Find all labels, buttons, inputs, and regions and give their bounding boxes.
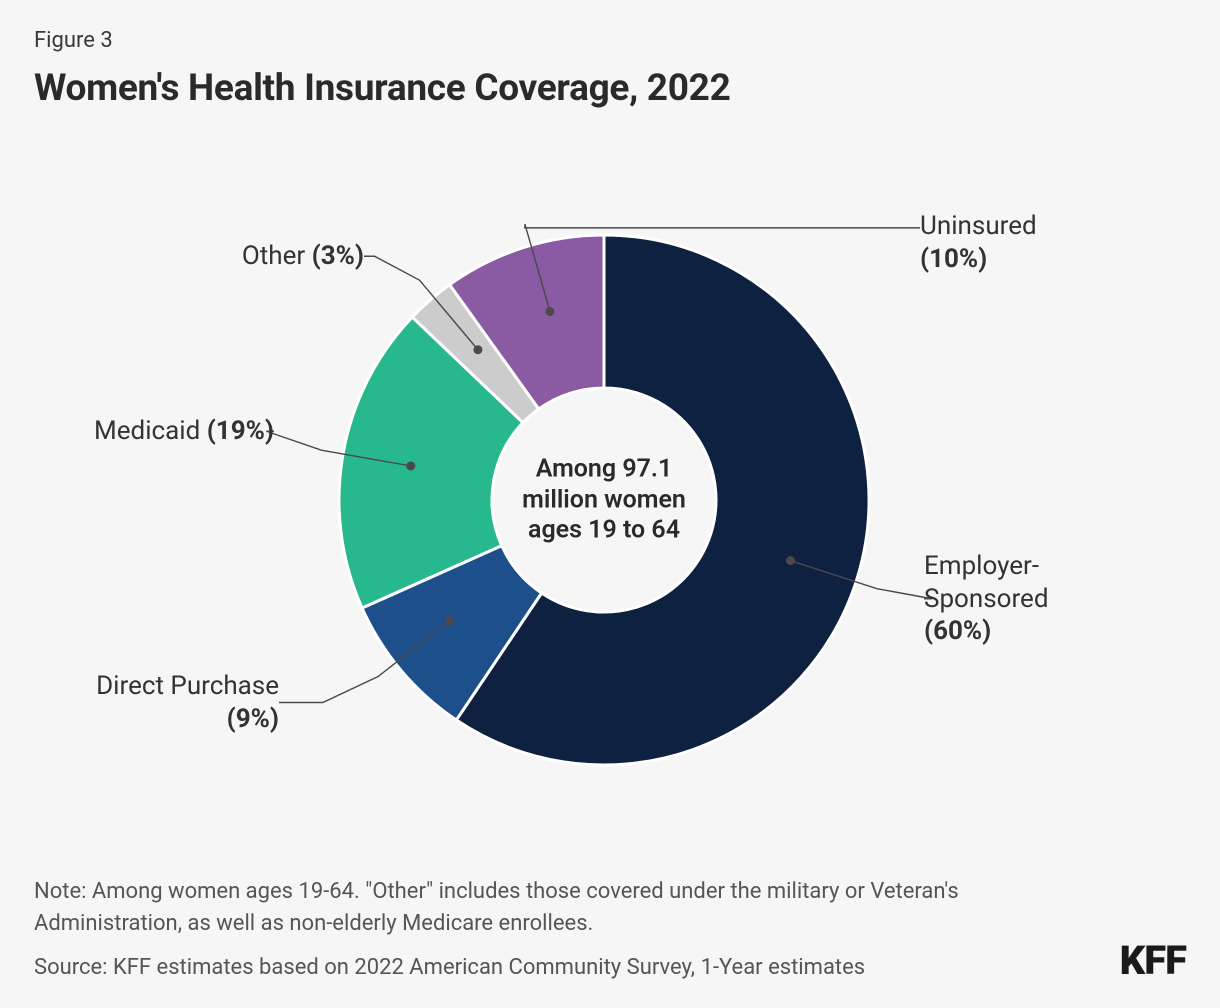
donut-center-label: Among 97.1 million women ages 19 to 64 [497,454,711,546]
chart-title: Women's Health Insurance Coverage, 2022 [34,67,1186,110]
source-text: Source: KFF estimates based on 2022 Amer… [34,952,1034,984]
donut-chart: Among 97.1 million women ages 19 to 64 E… [34,110,1186,850]
kff-logo: KFF [1120,937,1186,984]
slice-label: Direct Purchase(9%) [96,670,279,735]
figure-label: Figure 3 [34,28,1186,53]
slice-label: Medicaid (19%) [94,415,274,448]
slice-label: Uninsured(10%) [920,210,1037,275]
leader-dot [786,556,795,565]
slice-label: Other (3%) [242,240,364,273]
footnote: Note: Among women ages 19-64. "Other" in… [34,876,1034,940]
leader-dot [473,345,482,354]
chart-footer: Note: Among women ages 19-64. "Other" in… [34,876,1186,984]
slice-label: Employer-Sponsored(60%) [924,550,1049,648]
leader-dot [406,461,415,470]
leader-dot [545,307,554,316]
leader-dot [445,616,454,625]
